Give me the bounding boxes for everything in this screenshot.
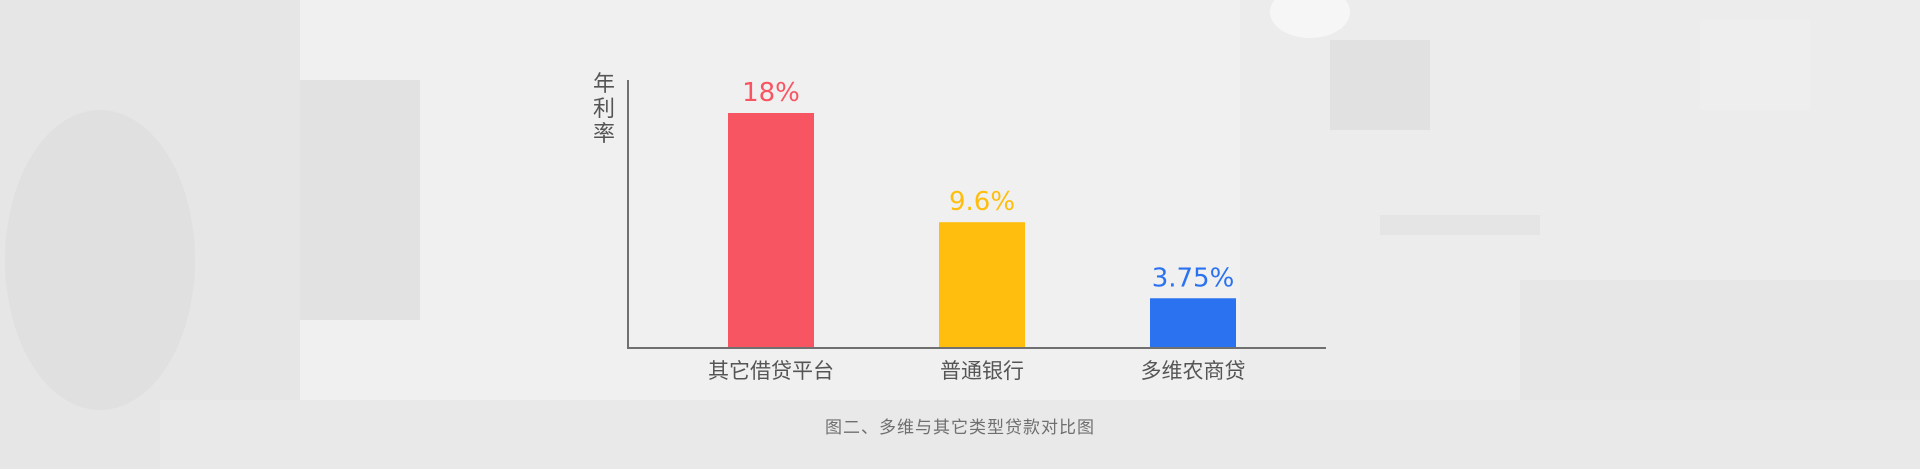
bar-3 [1150, 298, 1236, 347]
value-label-1: 18% [742, 78, 800, 108]
category-label-2: 普通银行 [940, 359, 1024, 383]
category-label-1: 其它借贷平台 [708, 359, 834, 383]
bar-1 [728, 113, 814, 347]
value-label-3: 3.75% [1152, 263, 1235, 293]
y-axis-label: 年利率 [592, 72, 615, 147]
category-label-3: 多维农商贷 [1141, 359, 1246, 383]
chart-caption: 图二、多维与其它类型贷款对比图 [825, 418, 1095, 438]
bar-2 [939, 222, 1025, 347]
value-label-2: 9.6% [949, 187, 1015, 217]
